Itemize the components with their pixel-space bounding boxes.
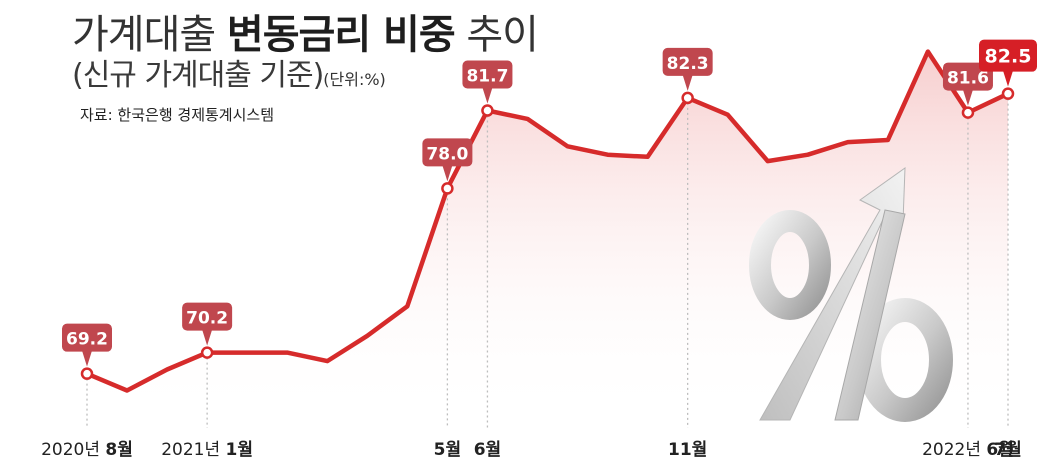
chart-title: 가계대출 변동금리 비중 추이 [72,2,539,60]
data-point [1001,87,1015,100]
area-fill [87,51,1008,420]
data-label: 82.5 [979,39,1037,87]
data-point [441,182,454,195]
label-pointer [202,329,213,346]
data-label: 82.3 [662,47,713,91]
percent-arrow-icon [749,167,953,422]
label-pointer [682,74,693,91]
title-part1: 가계대출 [72,12,227,58]
source-note: 자료: 한국은행 경제통계시스템 [80,106,274,124]
data-label: 78.0 [422,138,473,182]
title-bold: 변동금리 비중 [226,12,456,58]
data-label-text: 70.2 [186,309,228,329]
data-point [961,106,975,119]
label-box [662,47,713,76]
label-box [182,302,233,331]
subtitle-text: (신규 가계대출 기준) [72,58,324,93]
data-label: 70.2 [182,302,233,346]
data-point [681,91,694,105]
data-point [80,367,94,380]
x-tick-label: 2021년 1월 [161,440,253,460]
data-label: 69.2 [62,323,112,367]
data-label-text: 81.7 [466,67,508,87]
unit-label: (단위:%) [323,70,386,89]
data-label: 81.7 [462,60,513,104]
label-box [62,323,112,352]
label-pointer [82,350,92,367]
title-part2: 추이 [454,12,539,58]
data-label-text: 69.2 [66,330,108,350]
x-tick-label: 11월 [668,440,707,460]
chart-subtitle: (신규 가계대출 기준)(단위:%) [72,50,386,94]
data-label-text: 82.5 [985,46,1032,68]
label-box [979,39,1037,72]
x-tick-label: 2020년 8월 [41,440,133,460]
label-pointer [1003,70,1013,87]
label-pointer [442,165,453,182]
data-point [200,346,214,359]
data-label-text: 82.3 [667,54,709,74]
data-label-text: 81.6 [947,69,989,89]
x-tick-label: 5월 [434,440,461,460]
data-point [481,104,494,117]
label-pointer [962,89,973,106]
x-tick-label: 2022년 6월 [922,440,1014,460]
label-box [422,138,473,167]
label-pointer [482,87,493,104]
x-tick-label: 6월 [474,440,501,460]
label-box [462,60,513,89]
x-tick-label: 7월 [994,440,1021,460]
series-line [86,49,1009,393]
data-label-text: 78.0 [426,144,468,164]
